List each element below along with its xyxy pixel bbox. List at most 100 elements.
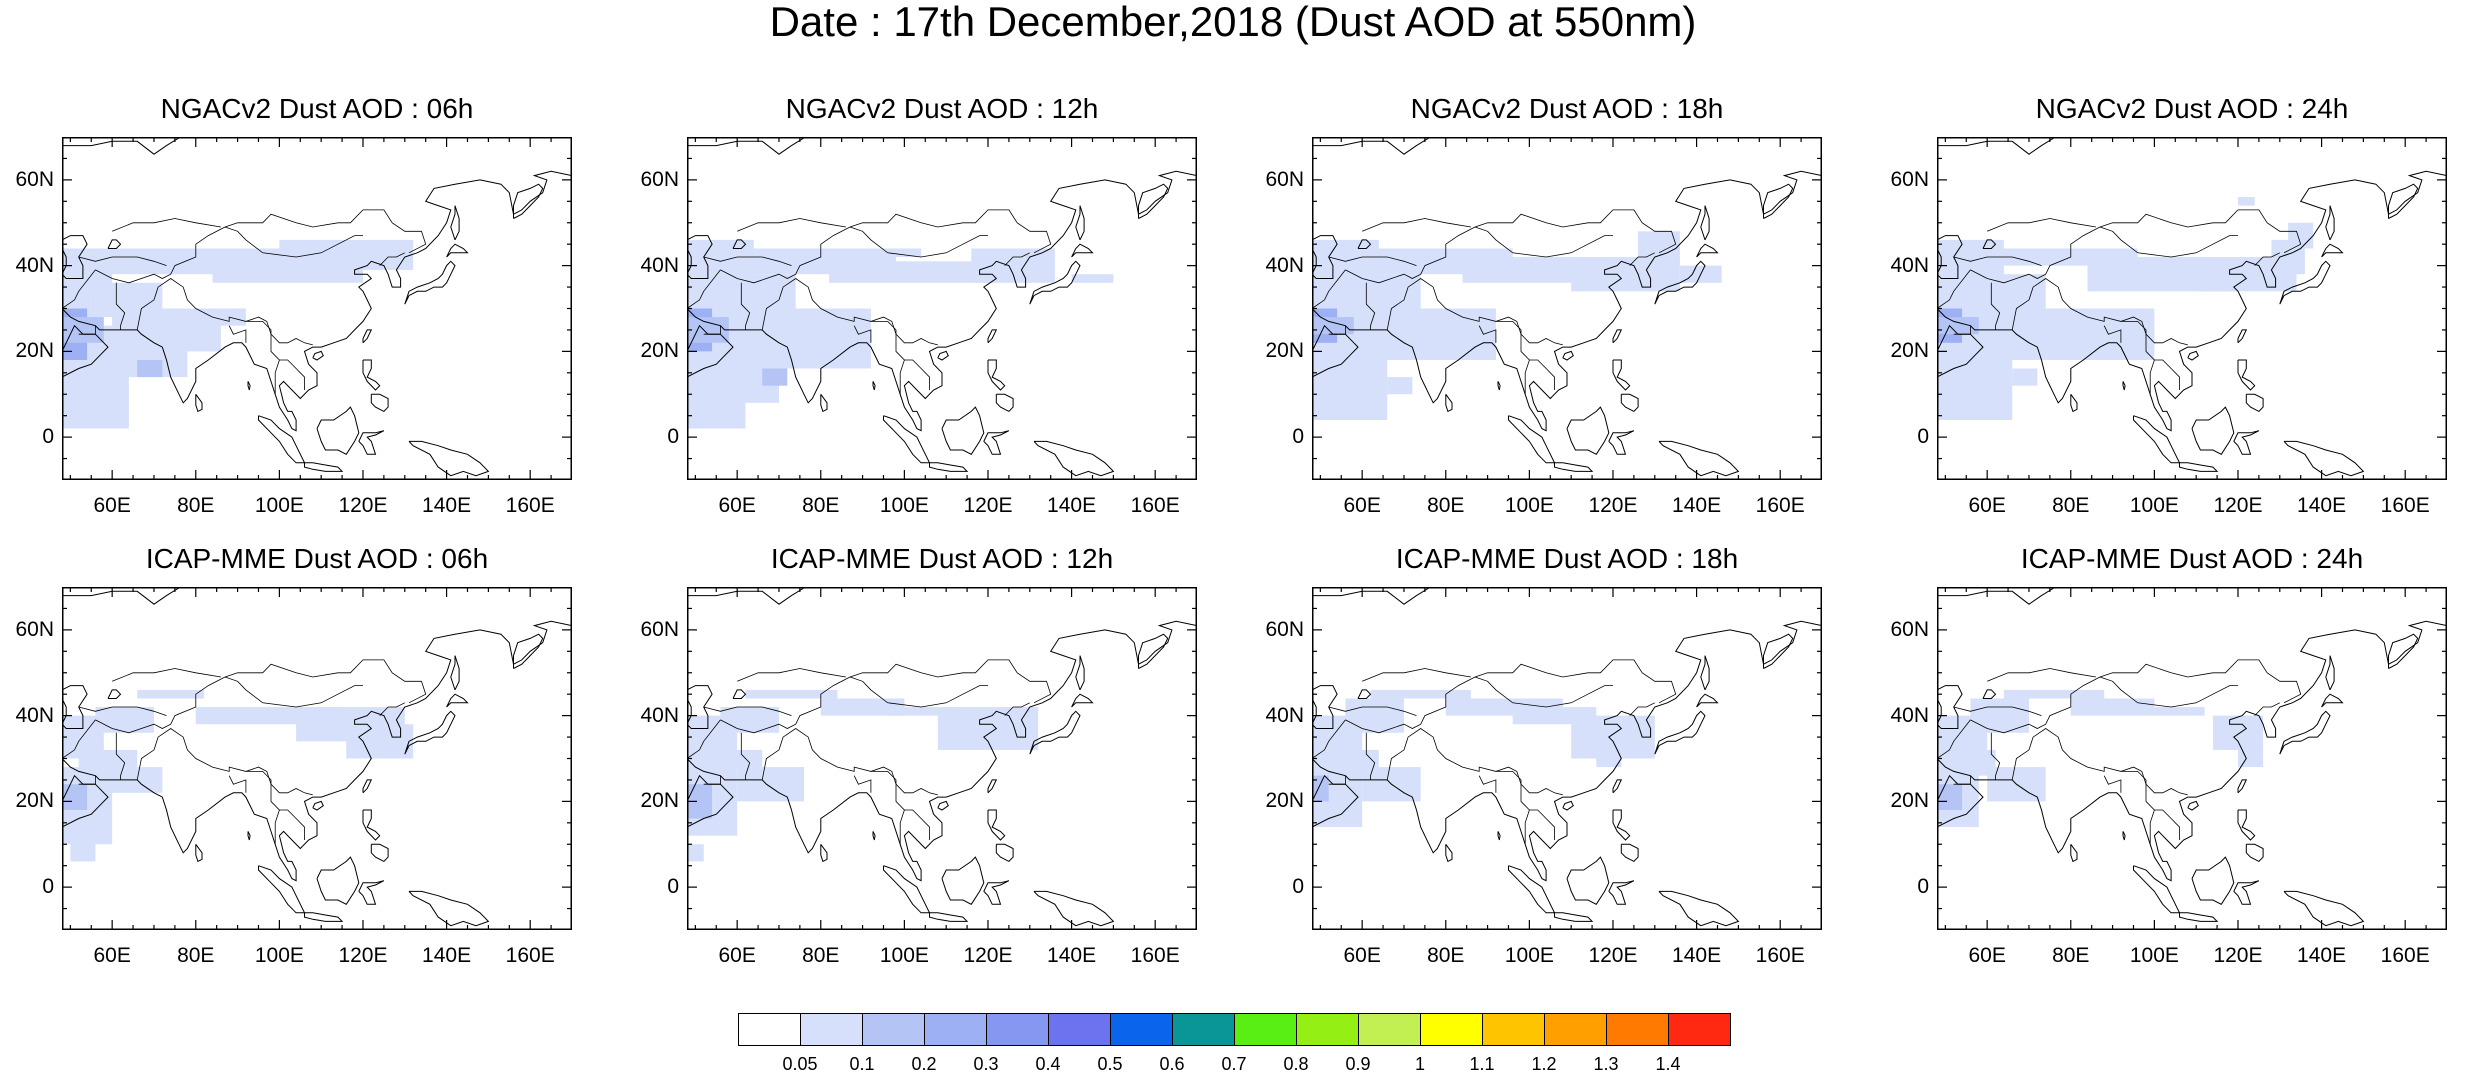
aod-cell: [2212, 715, 2264, 750]
country-border: [1478, 325, 1497, 343]
y-tick-label: 20N: [640, 339, 679, 363]
y-tick-label: 60N: [1890, 167, 1929, 191]
aod-cell: [829, 261, 997, 283]
coastline: [195, 844, 203, 863]
coastline: [1658, 890, 1740, 927]
coastline: [1138, 633, 1169, 669]
country-border: [2103, 775, 2122, 793]
coastline: [1654, 710, 1706, 755]
country-border: [136, 278, 313, 346]
country-border: [136, 728, 313, 796]
country-border: [1345, 659, 1677, 734]
country-border: [1478, 775, 1497, 793]
country-border: [78, 256, 167, 266]
aod-cell: [762, 368, 788, 386]
country-border: [115, 732, 126, 780]
coastline: [1497, 831, 1501, 841]
coastline: [1029, 260, 1081, 305]
coastline: [1937, 137, 2447, 155]
coastline: [1612, 329, 1623, 344]
aod-cell: [2237, 197, 2255, 206]
coastline: [107, 239, 122, 249]
country-border: [95, 659, 427, 734]
coastline: [1138, 183, 1169, 219]
coastline: [820, 394, 828, 413]
country-border: [1004, 252, 1030, 266]
aod-map: [1937, 587, 2447, 930]
country-border: [228, 775, 247, 793]
country-border: [2254, 702, 2280, 716]
panel-title: ICAP-MME Dust AOD : 12h: [770, 543, 1114, 574]
country-border: [1328, 775, 1346, 785]
coastline: [1620, 843, 1639, 863]
x-tick-label: 60E: [718, 494, 756, 517]
colorbar-label: 0.4: [1035, 1054, 1061, 1074]
x-tick-label: 80E: [2052, 494, 2090, 517]
country-border: [761, 278, 938, 346]
aod-cell: [62, 317, 104, 343]
coastline: [1312, 235, 1338, 279]
aod-cell: [346, 724, 414, 759]
aod-cell: [937, 707, 1039, 750]
colorbar-swatch: [1110, 1013, 1173, 1046]
aod-cell: [70, 835, 96, 862]
coastline: [304, 462, 344, 472]
country-border: [78, 706, 167, 716]
coastline: [687, 685, 713, 729]
coastline: [1075, 205, 1085, 241]
aod-cell: [1970, 698, 2029, 733]
x-tick-label: 60E: [1343, 944, 1381, 967]
country-border: [112, 668, 221, 682]
aod-cell: [1312, 317, 1354, 335]
coastline: [2191, 406, 2235, 455]
country-border: [687, 719, 721, 759]
x-tick-label: 100E: [1504, 944, 1554, 967]
x-tick-label: 140E: [2297, 494, 2347, 517]
coastline: [2245, 843, 2264, 863]
coastline: [1029, 710, 1081, 755]
coastline: [2191, 856, 2235, 905]
colorbar-swatch: [1296, 1013, 1359, 1046]
x-tick-label: 60E: [718, 944, 756, 967]
x-tick-label: 100E: [2129, 944, 2179, 967]
y-tick-label: 40N: [1890, 703, 1929, 727]
y-tick-label: 20N: [15, 789, 54, 813]
coastline: [1075, 655, 1085, 691]
x-tick-label: 100E: [879, 944, 929, 967]
x-tick-label: 140E: [2297, 944, 2347, 967]
coastline: [446, 243, 469, 258]
coastline: [1033, 440, 1115, 477]
coastline: [2325, 205, 2335, 241]
country-border: [1937, 719, 1971, 759]
country-border: [1345, 209, 1677, 284]
aod-cell: [78, 749, 138, 768]
aod-cell: [2070, 698, 2155, 716]
coastline: [358, 430, 385, 455]
y-tick-label: 60N: [1265, 617, 1304, 641]
country-border: [737, 218, 846, 232]
coastline: [62, 587, 572, 605]
coastline: [1658, 440, 1740, 477]
coastline: [450, 205, 460, 241]
colorbar-swatch: [924, 1013, 987, 1046]
coastline: [1071, 243, 1094, 258]
aod-cell: [1937, 784, 1963, 810]
coastline: [1937, 235, 1963, 279]
colorbar-label: 0.8: [1283, 1054, 1309, 1074]
coastline: [929, 912, 969, 922]
aod-cell: [1937, 317, 1979, 335]
country-border: [1987, 218, 2096, 232]
colorbar-swatch: [986, 1013, 1049, 1046]
colorbar-label: 1.4: [1655, 1054, 1681, 1074]
colorbar-label: 1.2: [1531, 1054, 1557, 1074]
coastline: [687, 170, 1197, 432]
country-border: [2011, 728, 2188, 796]
coastline: [362, 359, 381, 391]
coastline: [258, 865, 306, 914]
y-tick-label: 20N: [1890, 339, 1929, 363]
country-border: [1362, 668, 1471, 682]
coastline: [513, 633, 544, 669]
panel-title: NGACv2 Dust AOD : 12h: [785, 93, 1099, 124]
y-tick-label: 40N: [1265, 703, 1304, 727]
coastline: [404, 260, 456, 305]
